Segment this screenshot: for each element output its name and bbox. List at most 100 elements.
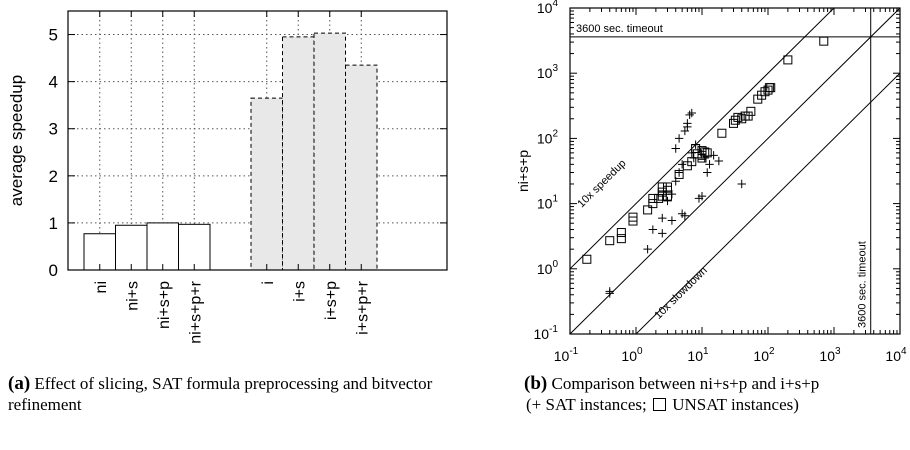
point-unsat: [691, 143, 701, 153]
x-tick-base: 10: [753, 348, 769, 364]
point-unsat: [737, 114, 747, 124]
y-tick-exp: 1: [552, 194, 558, 205]
y-tick-exp: 3: [552, 63, 558, 74]
caption-b: (b) Comparison between ni+s+p and i+s+p …: [524, 373, 904, 415]
y-tick-label: 1: [49, 214, 58, 233]
point-sat: [674, 168, 684, 177]
y-tick-label: 104: [537, 0, 559, 16]
bar-ni+s+p: [146, 222, 179, 271]
y-tick-label: 5: [49, 26, 58, 45]
point-sat: [687, 108, 696, 118]
point-unsat: [702, 148, 712, 158]
x-tick-label-i+s+p+r: i+s+p+r: [354, 280, 371, 334]
point-unsat: [697, 150, 707, 160]
point-unsat: [582, 254, 592, 264]
point-sat: [658, 213, 667, 223]
x-tick-label-ni+s: ni+s: [124, 281, 141, 311]
point-sat: [674, 134, 684, 143]
point-unsat: [616, 228, 626, 238]
diagonal-line-1: [570, 8, 900, 334]
point-unsat: [648, 193, 658, 203]
y-tick-label: 103: [537, 63, 559, 81]
x-tick-label: 104: [885, 346, 907, 364]
x-tick-label: 100: [621, 346, 643, 364]
point-sat: [737, 179, 746, 189]
point-unsat: [700, 147, 710, 157]
point-sat: [683, 122, 692, 132]
y-tick-base: 10: [537, 261, 553, 277]
y-tick-exp: 2: [552, 128, 558, 139]
bar-ni+s+p+r: [178, 223, 211, 271]
point-unsat: [628, 212, 638, 222]
y-tick-base: 10: [537, 196, 553, 212]
bar-i: [250, 97, 283, 271]
scatter-log-comparison: 10-110010110210310410-1100101102103104i+…: [515, 0, 907, 364]
caption-b-unsat-note: UNSAT instances): [672, 395, 799, 414]
point-sat: [697, 191, 707, 201]
square-symbol-icon: [652, 398, 666, 411]
point-sat: [663, 196, 672, 206]
point-unsat: [763, 85, 773, 95]
point-unsat: [766, 83, 776, 93]
point-unsat: [757, 90, 767, 100]
annotation-slowdown: 10x slowdown: [652, 265, 710, 322]
x-tick-exp: 4: [901, 346, 907, 357]
point-unsat: [616, 234, 626, 244]
diagonal-line-10: [570, 8, 835, 270]
point-sat: [700, 153, 709, 163]
point-sat: [643, 244, 652, 254]
point-unsat: [657, 182, 667, 192]
point-unsat: [783, 55, 793, 65]
point-sat: [658, 229, 667, 238]
caption-a-text: Effect of slicing, SAT formula preproces…: [8, 374, 433, 414]
bar-chart-speedup: 0 1 2 3 4 5 ni ni+s ni+s+p ni+s+p+r i i+s i+s+p i+s+p…: [7, 10, 448, 344]
caption-a: (a) Effect of slicing, SAT formula prepr…: [8, 373, 478, 415]
y-tick-label: 0: [49, 261, 58, 280]
x-tick-label-i+s: i+s: [291, 281, 308, 302]
y-tick-label: 10-1: [534, 324, 559, 342]
point-unsat: [697, 146, 707, 156]
x-tick-label: 10-1: [554, 346, 579, 364]
point-unsat: [662, 191, 672, 201]
x-tick-exp: 1: [703, 346, 709, 357]
point-unsat: [819, 36, 829, 46]
x-tick-exp: 3: [835, 346, 841, 357]
point-unsat: [648, 199, 658, 209]
y-tick-label: 2: [49, 167, 58, 186]
y-tick-label: 101: [537, 194, 559, 212]
bar-i+s: [282, 36, 315, 271]
y-tick-base: 10: [537, 130, 553, 146]
x-tick-exp: -1: [569, 346, 578, 357]
x-tick-label: 103: [819, 346, 841, 364]
point-unsat: [730, 115, 740, 125]
y-tick-label: 3: [49, 120, 58, 139]
x-tick-label-i+s+p: i+s+p: [323, 281, 340, 320]
x-tick-label-ni+s+p+r: ni+s+p+r: [187, 280, 204, 343]
annotation-speedup: 10x speedup: [575, 157, 628, 210]
point-unsat: [662, 182, 672, 192]
point-unsat: [605, 236, 615, 246]
point-unsat: [643, 205, 653, 215]
plot-frame-b: [569, 7, 901, 335]
y-tick-base: 10: [537, 0, 553, 16]
point-sat: [677, 160, 687, 169]
x-tick-label-ni: ni: [93, 281, 110, 293]
point-unsat: [746, 106, 756, 116]
caption-b-label: (b): [524, 373, 548, 394]
point-unsat: [743, 111, 753, 121]
x-tick-base: 10: [554, 348, 570, 364]
plot-area: [570, 8, 900, 334]
x-tick-label-ni+s+p: ni+s+p: [156, 281, 173, 329]
point-sat: [685, 110, 694, 120]
x-tick-base: 10: [819, 348, 835, 364]
point-unsat: [674, 169, 684, 179]
point-sat: [648, 225, 658, 234]
annotation-timeout-horizontal: 3600 sec. timeout: [576, 23, 663, 35]
x-tick-base: 10: [621, 348, 637, 364]
point-sat: [667, 216, 677, 225]
plot-frame: [67, 10, 448, 271]
point-sat: [671, 144, 680, 153]
point-sat: [680, 211, 690, 220]
annotation-timeout-vertical: 3600 sec. timeout: [857, 241, 869, 328]
point-sat: [605, 289, 614, 298]
